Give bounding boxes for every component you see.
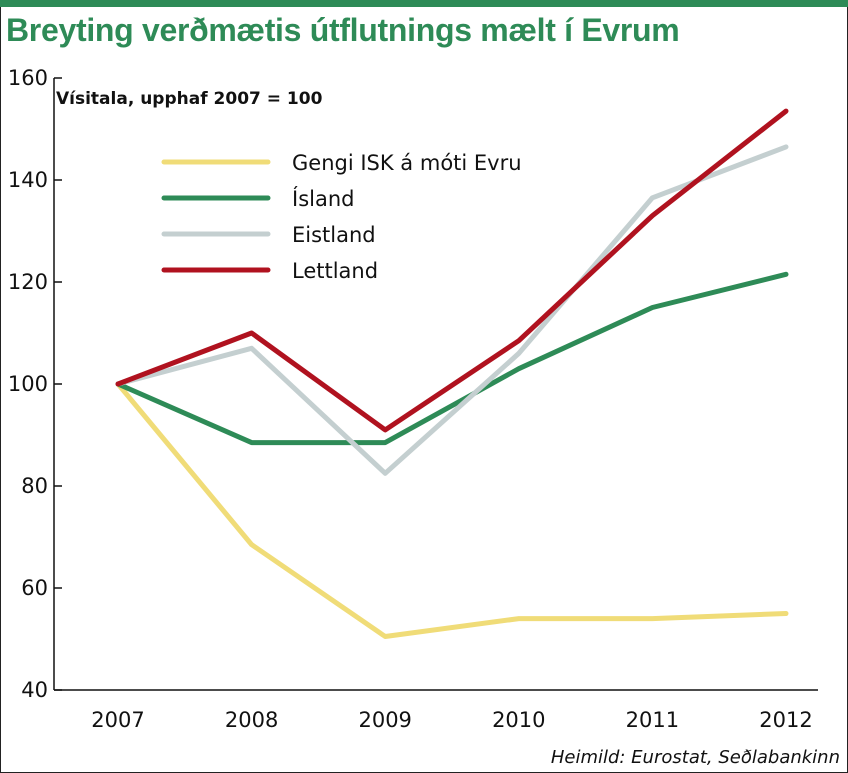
y-tick-label: 60 xyxy=(21,576,48,600)
y-tick-label: 100 xyxy=(8,372,48,396)
y-tick-label: 120 xyxy=(8,270,48,294)
chart-title: Breyting verðmætis útflutnings mælt í Ev… xyxy=(6,12,680,48)
series-line-2 xyxy=(115,271,789,446)
chart-subtitle: Vísitala, upphaf 2007 = 100 xyxy=(56,89,323,109)
x-tick-label: 2012 xyxy=(759,708,812,732)
legend-label: Lettland xyxy=(292,259,378,283)
x-ticks: 2007 2008 2009 2010 2011 2012 xyxy=(91,708,812,732)
series-line-1 xyxy=(115,381,789,639)
y-tick-label: 160 xyxy=(8,66,48,90)
x-tick-label: 2009 xyxy=(358,708,411,732)
y-tick-label: 80 xyxy=(21,474,48,498)
x-tick-label: 2011 xyxy=(626,708,679,732)
legend: Gengi ISK á móti Evru Ísland Eistland Lettl… xyxy=(161,151,522,283)
series-lines xyxy=(115,108,789,639)
x-tick-label: 2007 xyxy=(91,708,144,732)
legend-label: Gengi ISK á móti Evru xyxy=(292,151,522,175)
x-tick-label: 2010 xyxy=(492,708,545,732)
legend-label: Ísland xyxy=(292,186,354,211)
source-note: Heimild: Eurostat, Seðlabankinn xyxy=(551,747,840,768)
y-tick-label: 40 xyxy=(21,678,48,702)
series-line-4 xyxy=(115,108,789,433)
x-tick-label: 2008 xyxy=(225,708,278,732)
top-rule xyxy=(0,0,848,7)
series-line-3 xyxy=(115,144,789,476)
y-tick-label: 140 xyxy=(8,168,48,192)
legend-label: Eistland xyxy=(292,223,376,247)
y-ticks: 40 60 80 100 120 140 160 xyxy=(8,66,62,702)
